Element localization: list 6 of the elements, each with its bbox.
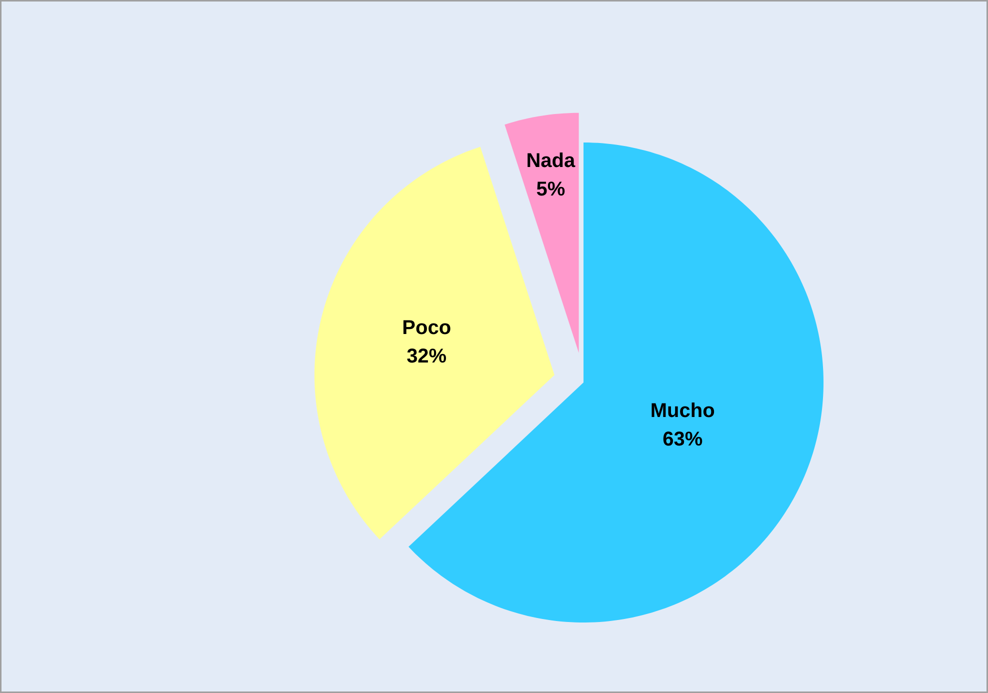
slice-label: Poco xyxy=(402,316,452,339)
data-label: 5% xyxy=(536,178,566,200)
data-label: 32% xyxy=(406,346,447,368)
slice-label: Mucho xyxy=(650,400,715,422)
data-label: 63% xyxy=(662,428,703,451)
slice-label: Nada xyxy=(526,150,576,172)
